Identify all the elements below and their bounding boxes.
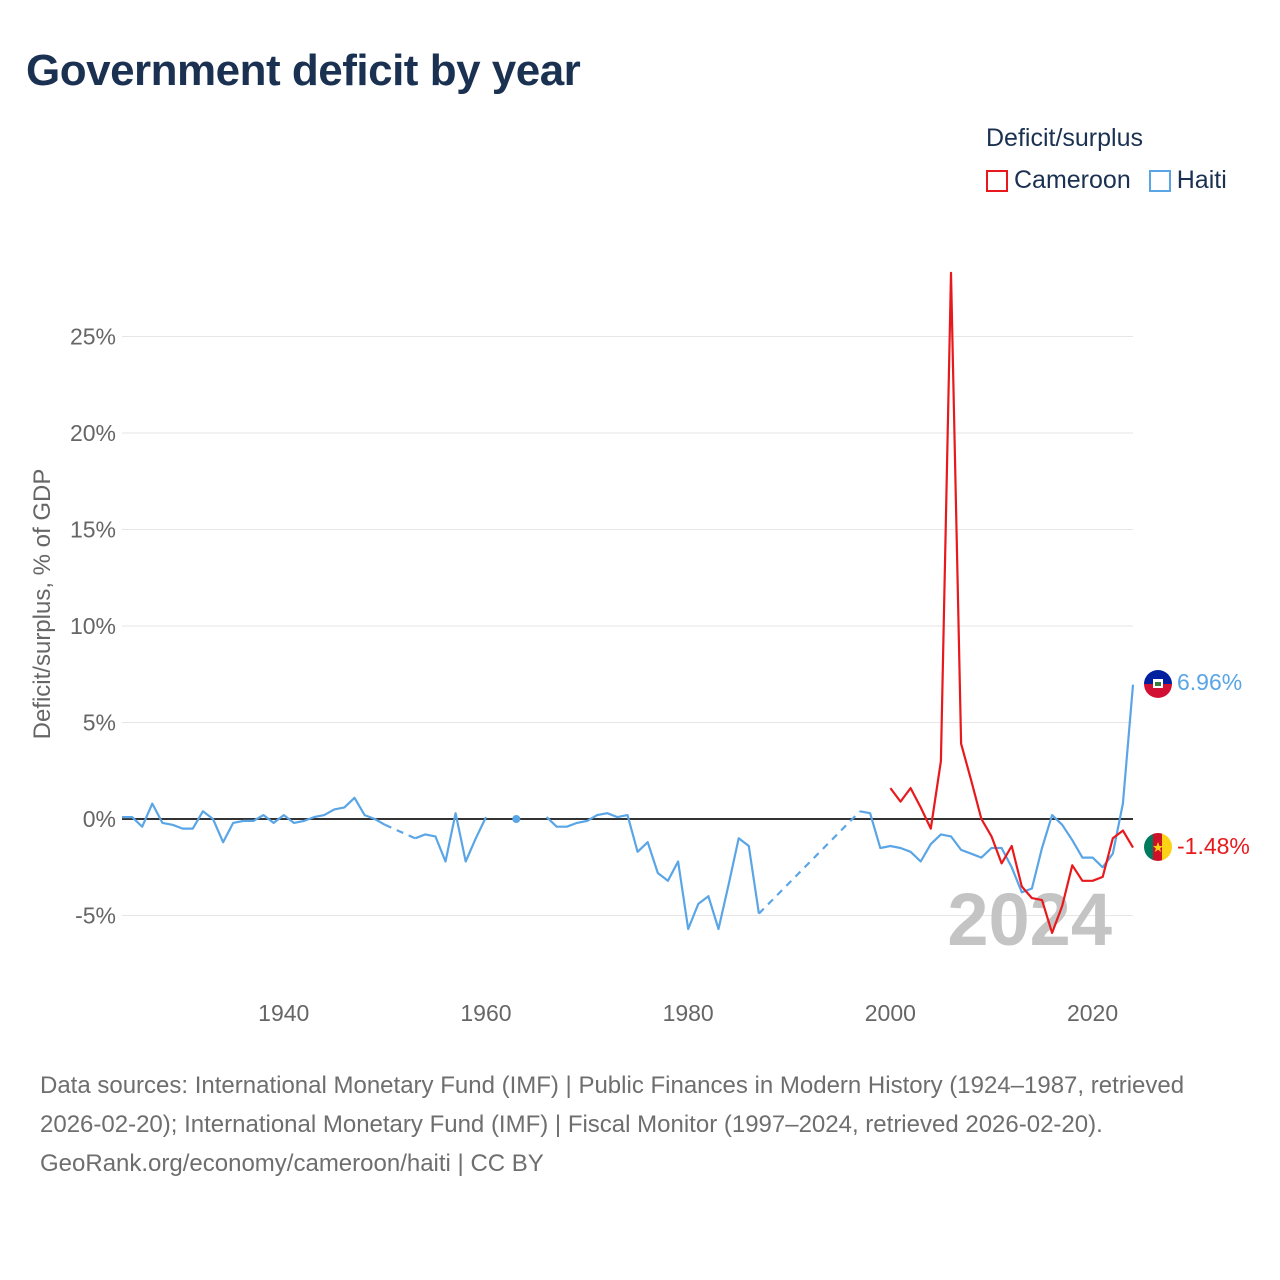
legend: Cameroon Haiti <box>986 166 1227 195</box>
gridlines <box>122 336 1133 916</box>
legend-label-haiti: Haiti <box>1176 166 1227 194</box>
y-tick-label: 25% <box>70 324 116 350</box>
y-tick-label: 20% <box>70 420 116 446</box>
legend-swatch-cameroon <box>986 169 1008 192</box>
y-axis-label: Deficit/surplus, % of GDP <box>29 469 56 740</box>
haiti-series-line <box>545 812 760 931</box>
haiti-series-line <box>859 684 1135 894</box>
legend-title: Deficit/surplus <box>986 124 1143 152</box>
cameroon-flag-icon <box>1144 833 1172 861</box>
x-tick-label: 2000 <box>865 1000 916 1026</box>
legend-item-haiti[interactable]: Haiti <box>1148 166 1227 195</box>
haiti-flag-icon <box>1144 670 1172 698</box>
y-tick-label: -5% <box>75 903 116 929</box>
haiti-end-label: 6.96% <box>1177 669 1242 695</box>
y-axis-ticks: -5% 0% 5% 10% 15% 20% 25% <box>70 324 116 929</box>
haiti-series-line <box>414 812 487 863</box>
y-tick-label: 5% <box>83 710 116 736</box>
y-tick-label: 0% <box>83 806 116 832</box>
x-tick-label: 2020 <box>1067 1000 1118 1026</box>
chart-title: Government deficit by year <box>26 46 581 95</box>
y-tick-label: 15% <box>70 517 116 543</box>
legend-swatch-haiti <box>1148 169 1171 192</box>
legend-item-cameroon[interactable]: Cameroon <box>986 166 1131 195</box>
haiti-series-line <box>122 796 386 844</box>
cameroon-end-label: -1.48% <box>1177 833 1250 859</box>
haiti-data-point <box>512 815 521 823</box>
footer: Data sources: International Monetary Fun… <box>40 1066 1240 1183</box>
haiti-series-gap-line <box>758 810 861 915</box>
credit-link[interactable]: GeoRank.org/economy/cameroon/haiti | CC … <box>40 1150 544 1177</box>
x-axis-ticks: 1940 1960 1980 2000 2020 <box>258 1000 1118 1026</box>
cameroon-series-line <box>889 271 1134 935</box>
x-tick-label: 1980 <box>663 1000 714 1026</box>
x-tick-label: 1960 <box>460 1000 511 1026</box>
year-watermark: 2024 <box>947 878 1112 961</box>
series-lines <box>122 271 1135 935</box>
haiti-series-gap-line <box>384 823 416 840</box>
x-tick-label: 1940 <box>258 1000 309 1026</box>
y-tick-label: 10% <box>70 613 116 639</box>
data-sources: Data sources: International Monetary Fun… <box>40 1072 1185 1138</box>
legend-label-cameroon: Cameroon <box>1014 166 1131 194</box>
